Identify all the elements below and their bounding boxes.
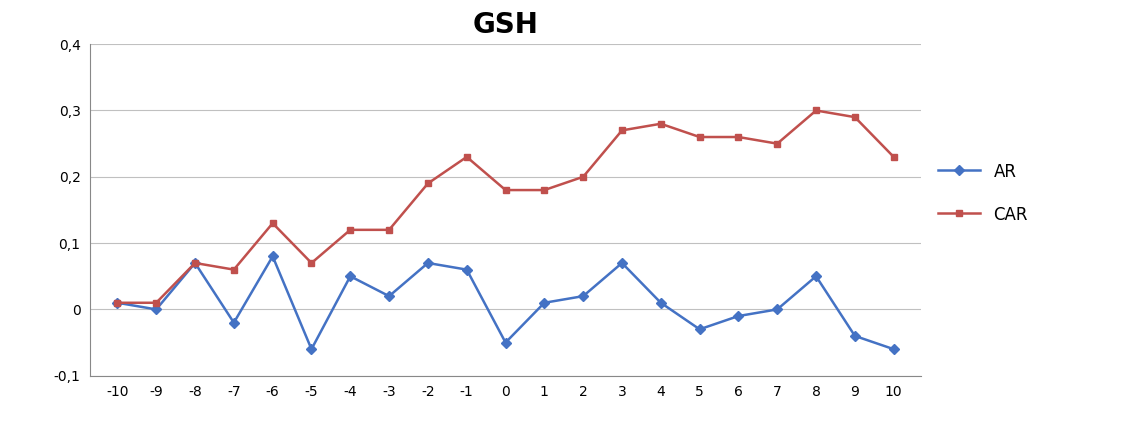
AR (266, 254, 280, 259)
Line: CAR: CAR (114, 107, 897, 306)
AR (111, 300, 124, 305)
CAR (770, 141, 784, 146)
AR (305, 347, 318, 352)
Legend: AR, CAR: AR, CAR (938, 163, 1028, 224)
CAR (344, 227, 358, 232)
AR (848, 333, 862, 339)
AR (576, 293, 590, 299)
CAR (654, 121, 668, 126)
CAR (693, 134, 706, 140)
CAR (188, 260, 202, 266)
CAR (305, 260, 318, 266)
Title: GSH: GSH (473, 11, 538, 39)
AR (809, 274, 822, 279)
CAR (421, 181, 434, 186)
CAR (227, 267, 240, 272)
CAR (499, 187, 512, 193)
CAR (111, 300, 124, 305)
CAR (538, 187, 552, 193)
Line: AR: AR (114, 253, 897, 353)
AR (460, 267, 474, 272)
CAR (887, 154, 900, 160)
AR (149, 307, 162, 312)
CAR (848, 114, 862, 120)
CAR (266, 221, 280, 226)
AR (654, 300, 668, 305)
CAR (732, 134, 746, 140)
CAR (149, 300, 162, 305)
AR (227, 320, 240, 325)
CAR (382, 227, 396, 232)
AR (421, 260, 434, 266)
AR (693, 327, 706, 332)
AR (770, 307, 784, 312)
AR (188, 260, 202, 266)
AR (615, 260, 628, 266)
AR (887, 347, 900, 352)
CAR (576, 174, 590, 179)
AR (499, 340, 512, 345)
AR (382, 293, 396, 299)
AR (732, 313, 746, 319)
AR (344, 274, 358, 279)
CAR (615, 128, 628, 133)
AR (538, 300, 552, 305)
CAR (809, 108, 822, 113)
CAR (460, 154, 474, 160)
